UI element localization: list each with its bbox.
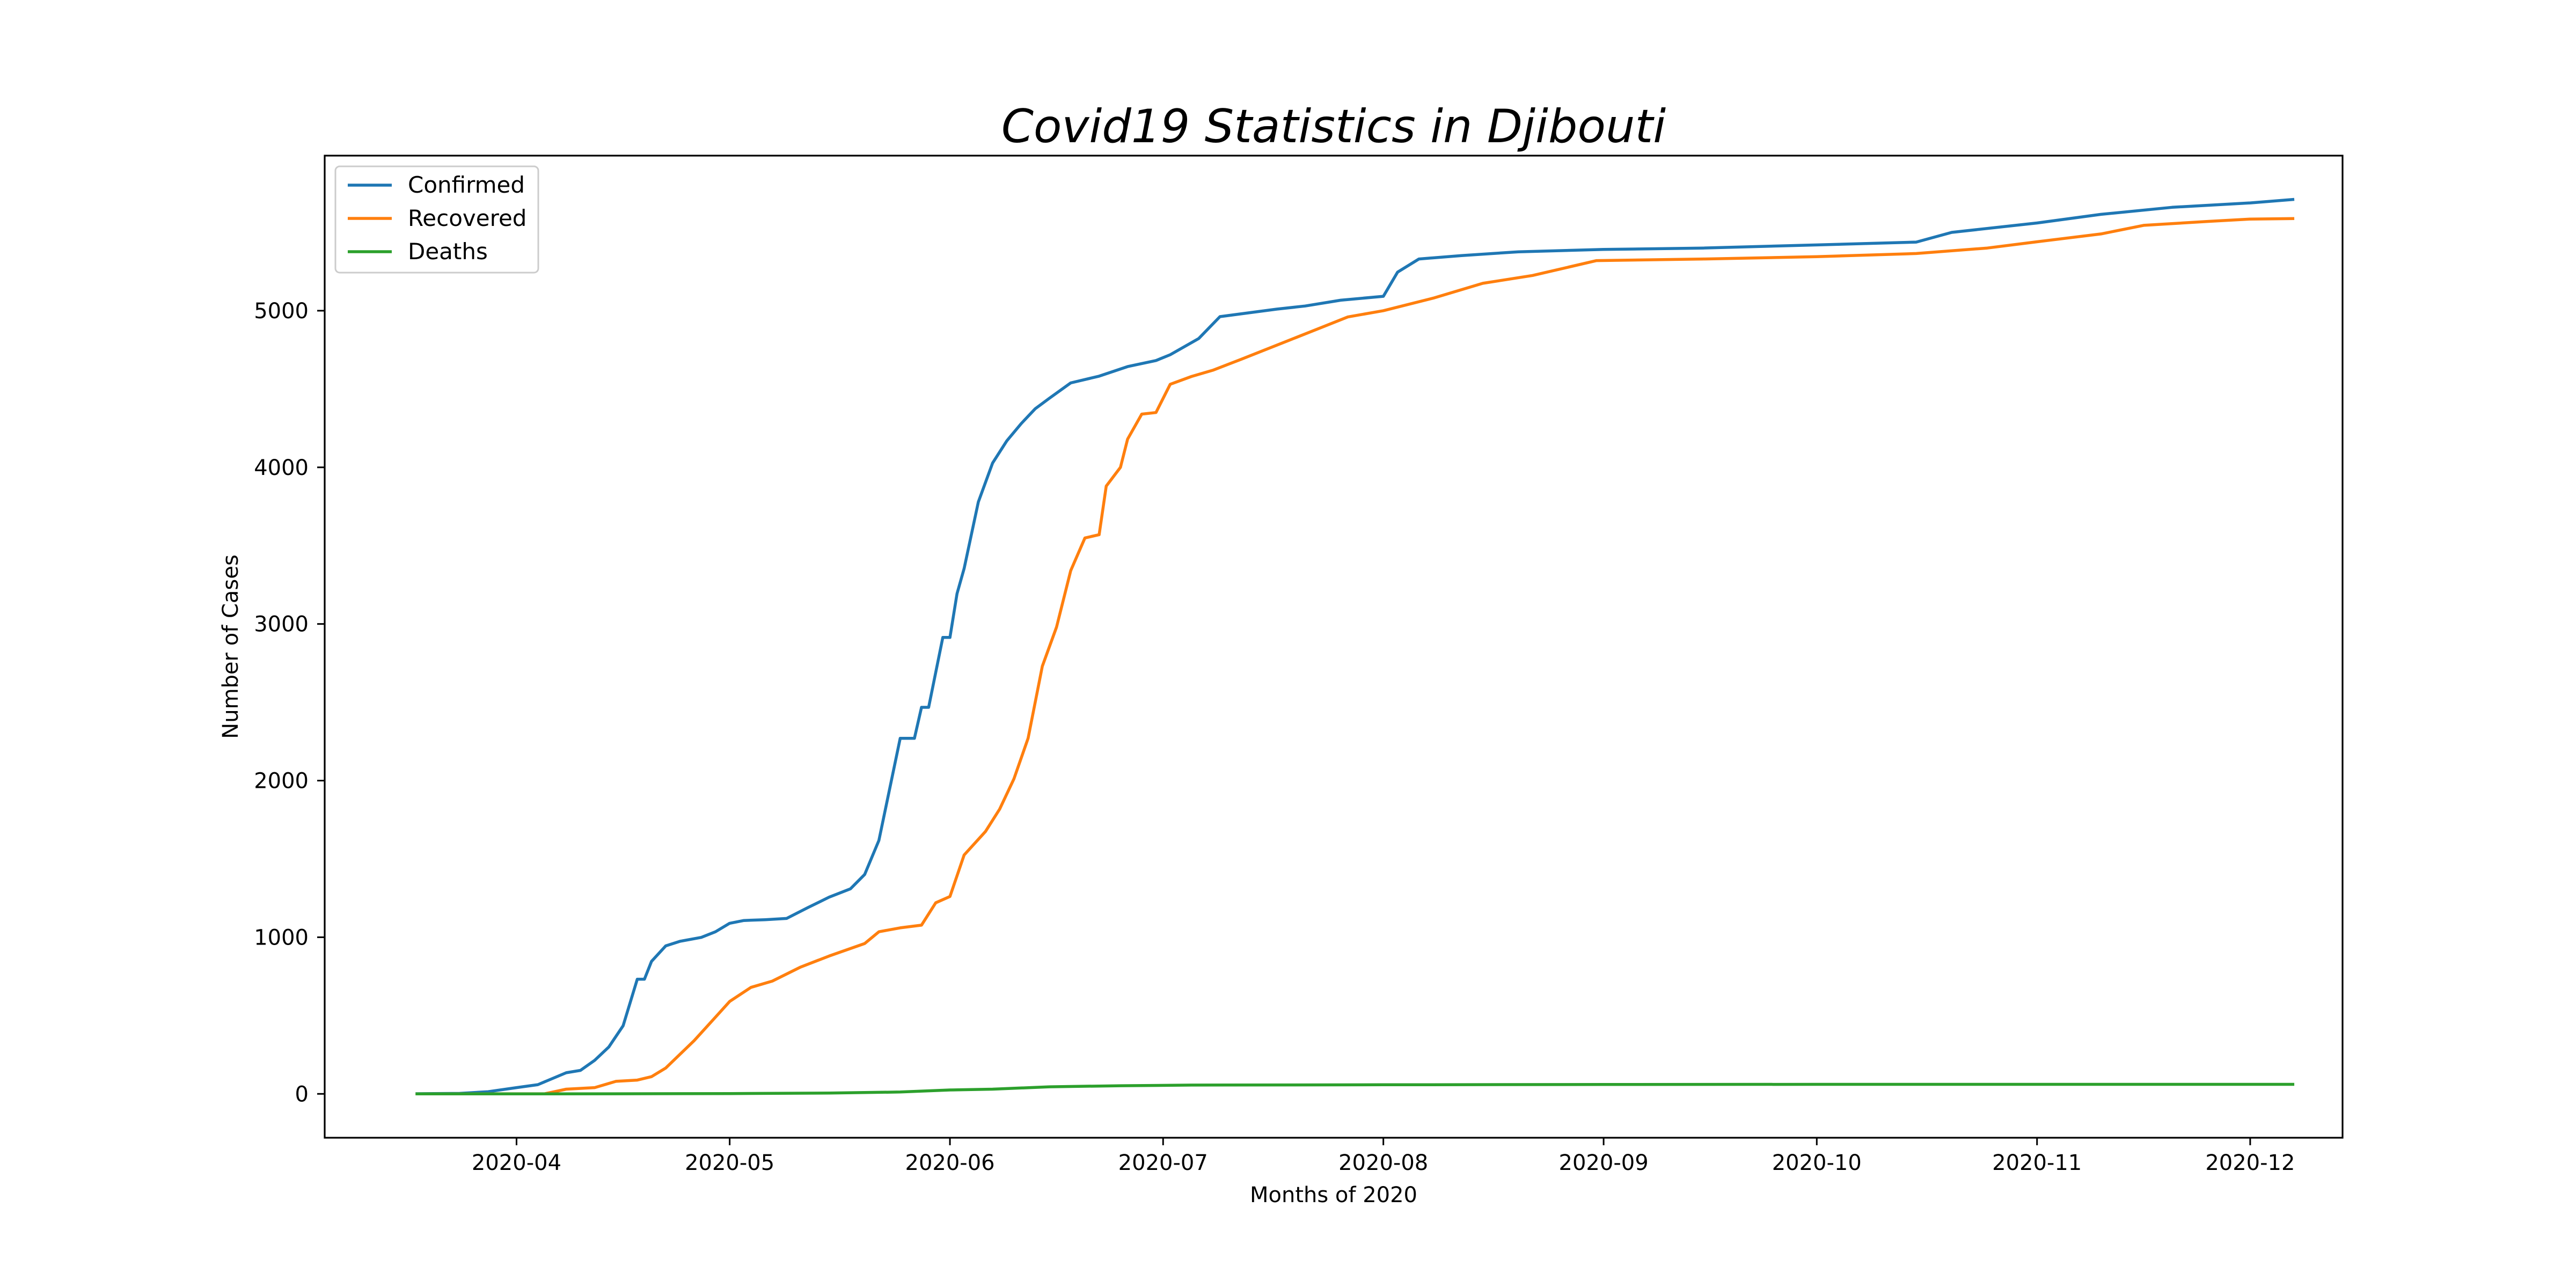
x-tick-label: 2020-11 xyxy=(1992,1151,2082,1175)
y-tick-label: 2000 xyxy=(254,769,309,794)
x-tick-label: 2020-07 xyxy=(1118,1151,1208,1175)
x-axis: 2020-04 2020-05 2020-06 2020-07 2020-08 2020-… xyxy=(472,1138,2295,1175)
y-axis-label: Number of Cases xyxy=(218,554,243,738)
x-tick-label: 2020-10 xyxy=(1772,1151,1862,1175)
series-line-recovered xyxy=(415,217,2295,1096)
x-tick-label: 2020-06 xyxy=(905,1151,995,1175)
series-line-confirmed xyxy=(415,197,2295,1095)
legend: Confirmed Recovered Deaths xyxy=(334,165,539,274)
y-tick-label: 0 xyxy=(295,1082,309,1107)
y-tick-label: 3000 xyxy=(254,612,309,637)
x-tick-label: 2020-09 xyxy=(1559,1151,1649,1175)
legend-label-recovered: Recovered xyxy=(408,205,526,231)
plot-area xyxy=(324,155,2344,1139)
y-tick-label: 4000 xyxy=(254,456,309,480)
legend-label-deaths: Deaths xyxy=(408,238,488,265)
legend-box xyxy=(334,165,539,274)
y-tick-label: 5000 xyxy=(254,299,309,324)
y-tick-label: 1000 xyxy=(254,925,309,950)
series-lines xyxy=(415,197,2295,1096)
x-tick-label: 2020-05 xyxy=(685,1151,774,1175)
legend-label-confirmed: Confirmed xyxy=(408,172,525,198)
y-axis: 0 1000 2000 3000 4000 5000 xyxy=(254,299,325,1107)
x-tick-label: 2020-08 xyxy=(1338,1151,1428,1175)
x-tick-label: 2020-12 xyxy=(2205,1151,2295,1175)
x-axis-label: Months of 2020 xyxy=(1250,1183,1417,1208)
x-tick-label: 2020-04 xyxy=(472,1151,561,1175)
plot-frame xyxy=(324,155,2344,1139)
series-line-deaths xyxy=(415,1082,2295,1096)
chart-title: Covid19 Statistics in Djibouti xyxy=(1001,100,1666,153)
